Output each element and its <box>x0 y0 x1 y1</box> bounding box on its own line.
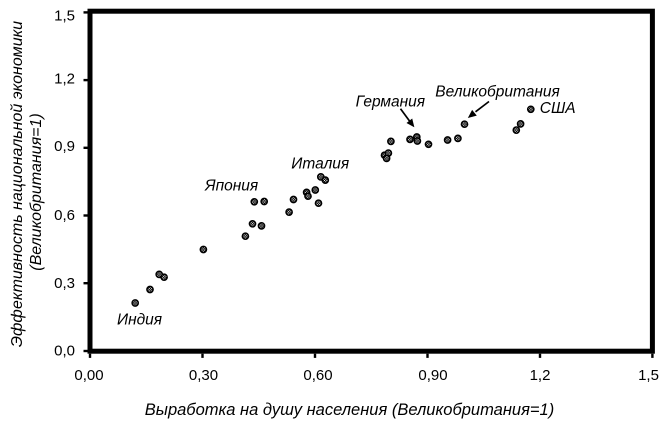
svg-text:Эффективность национальной эко: Эффективность национальной экономики <box>9 21 26 347</box>
svg-text:(Великобритания=1): (Великобритания=1) <box>28 113 45 270</box>
svg-text:Индия: Индия <box>117 312 162 329</box>
svg-text:0,60: 0,60 <box>303 367 332 384</box>
svg-text:1,5: 1,5 <box>638 367 659 384</box>
svg-text:0,6: 0,6 <box>54 207 75 224</box>
svg-text:0,9: 0,9 <box>54 138 75 155</box>
svg-text:0,3: 0,3 <box>54 275 75 292</box>
svg-text:Италия: Италия <box>291 156 349 173</box>
svg-text:Великобритания: Великобритания <box>435 84 560 101</box>
svg-text:0,30: 0,30 <box>189 367 218 384</box>
svg-text:Выработка на душу населения (В: Выработка на душу населения (Великобрита… <box>145 401 554 419</box>
svg-text:1,2: 1,2 <box>54 71 75 88</box>
svg-text:0,90: 0,90 <box>418 367 447 384</box>
svg-text:США: США <box>540 100 576 117</box>
svg-text:1,2: 1,2 <box>530 367 551 384</box>
svg-text:0,0: 0,0 <box>54 343 75 360</box>
svg-text:Япония: Япония <box>204 178 258 195</box>
svg-text:1,5: 1,5 <box>54 8 75 25</box>
svg-text:0,00: 0,00 <box>74 367 103 384</box>
svg-text:Германия: Германия <box>356 93 426 110</box>
